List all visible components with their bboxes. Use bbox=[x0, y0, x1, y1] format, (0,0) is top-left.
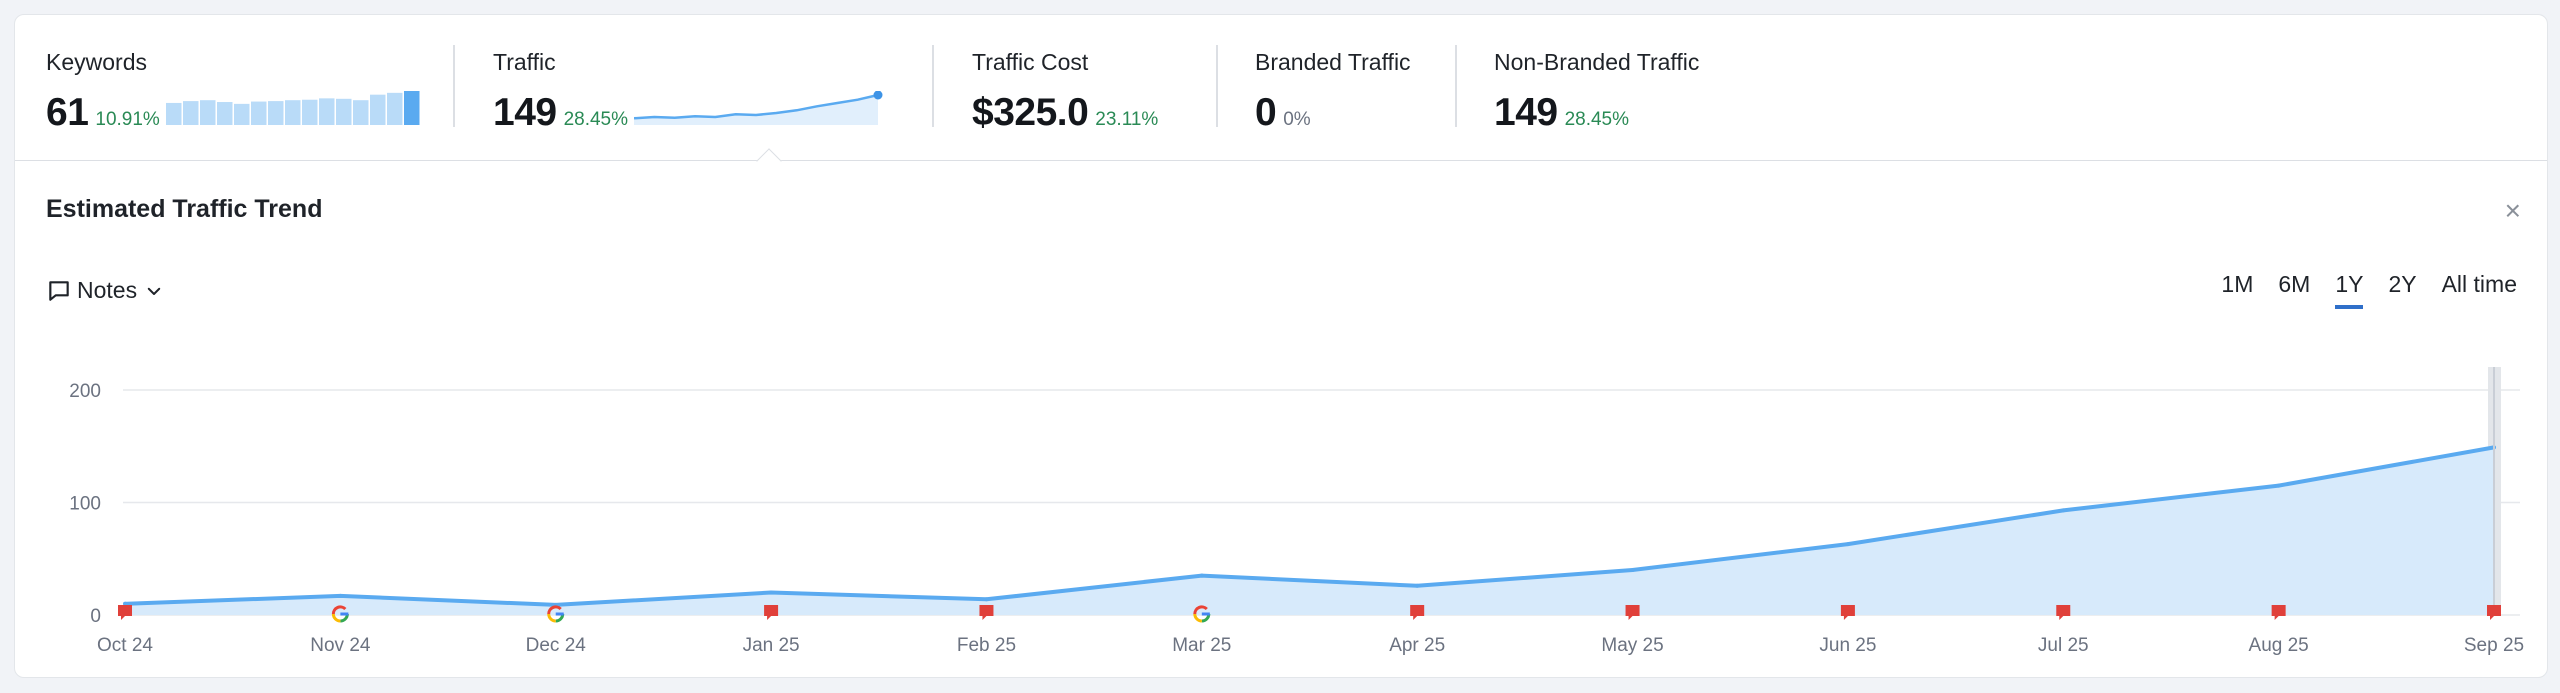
traffic-area bbox=[125, 447, 2494, 615]
x-tick-label: Jan 25 bbox=[743, 635, 800, 656]
keywords-bar bbox=[386, 92, 403, 125]
x-tick-label: Nov 24 bbox=[310, 635, 371, 656]
data-point[interactable] bbox=[769, 590, 774, 595]
x-tick-label: Jun 25 bbox=[1819, 635, 1876, 656]
traffic-spark-area bbox=[634, 95, 879, 125]
metric-change: 0% bbox=[1283, 109, 1311, 130]
time-range-tabs: 1M 6M 1Y 2Y All time bbox=[2196, 271, 2517, 309]
metric-value: $325.0 bbox=[972, 91, 1089, 134]
data-point[interactable] bbox=[1630, 568, 1635, 572]
x-tick-label: Feb 25 bbox=[957, 635, 1016, 656]
metric-branded-traffic[interactable]: Branded Traffic 0 0% bbox=[1255, 49, 1411, 134]
traffic-line-sparkline bbox=[634, 91, 883, 125]
range-2y[interactable]: 2Y bbox=[2388, 271, 2417, 297]
x-tick-label: Aug 25 bbox=[2249, 635, 2309, 656]
metric-value: 149 bbox=[1494, 91, 1558, 134]
x-tick-label: Oct 24 bbox=[97, 635, 153, 656]
keywords-bar bbox=[165, 102, 182, 125]
y-tick-label: 0 bbox=[90, 606, 101, 627]
metric-change: 23.11% bbox=[1095, 109, 1159, 130]
traffic-spark-point bbox=[873, 91, 883, 100]
google-update-icon[interactable] bbox=[1193, 605, 1211, 623]
event-flag-icon[interactable] bbox=[979, 605, 994, 620]
metric-value: 149 bbox=[493, 91, 557, 134]
range-6m[interactable]: 6M bbox=[2278, 271, 2311, 297]
data-point[interactable] bbox=[2061, 508, 2066, 513]
data-point[interactable] bbox=[1845, 542, 1850, 547]
metric-value: 61 bbox=[46, 91, 89, 134]
data-point[interactable] bbox=[2276, 483, 2281, 488]
event-flag-icon[interactable] bbox=[1625, 605, 1640, 620]
range-1y[interactable]: 1Y bbox=[2335, 271, 2364, 309]
x-tick-label: Dec 24 bbox=[526, 635, 587, 656]
metric-label: Traffic Cost bbox=[972, 49, 1089, 75]
metric-change: 28.45% bbox=[563, 109, 629, 130]
metric-traffic[interactable]: Traffic 149 28.45% bbox=[493, 49, 883, 134]
panel-title: Estimated Traffic Trend bbox=[46, 195, 323, 223]
keywords-bar-sparkline bbox=[165, 91, 420, 125]
y-tick-label: 200 bbox=[69, 381, 101, 402]
metric-label: Keywords bbox=[46, 49, 147, 75]
keywords-bar bbox=[352, 100, 369, 125]
keywords-bar bbox=[182, 101, 199, 125]
keywords-bar bbox=[233, 103, 250, 125]
traffic-spark-line bbox=[634, 93, 879, 120]
metric-label: Non-Branded Traffic bbox=[1494, 49, 1700, 75]
x-tick-label: Jul 25 bbox=[2038, 635, 2089, 656]
metric-change: 10.91% bbox=[95, 109, 160, 130]
divider bbox=[932, 45, 934, 127]
comment-icon bbox=[46, 278, 72, 304]
event-flag-icon[interactable] bbox=[2271, 605, 2286, 620]
keywords-bar bbox=[318, 98, 335, 125]
google-update-icon[interactable] bbox=[547, 605, 565, 623]
metric-label: Branded Traffic bbox=[1255, 49, 1411, 75]
chevron-down-icon bbox=[145, 282, 163, 300]
x-tick-label: May 25 bbox=[1601, 635, 1663, 656]
keywords-bar bbox=[301, 99, 318, 125]
keywords-bar bbox=[403, 91, 420, 125]
x-tick-label: Sep 25 bbox=[2464, 635, 2524, 656]
divider bbox=[1216, 45, 1218, 127]
metric-traffic-cost[interactable]: Traffic Cost $325.0 23.11% bbox=[972, 49, 1158, 134]
keywords-bar bbox=[335, 98, 352, 125]
traffic-trend-chart[interactable]: 0 100 200 Oct 24 Nov 24 Dec 24 Jan 25 Feb 25 Mar… bbox=[15, 345, 2549, 665]
x-tick-label: Mar 25 bbox=[1172, 635, 1231, 656]
keywords-bar bbox=[199, 100, 216, 125]
range-1m[interactable]: 1M bbox=[2221, 271, 2254, 297]
keywords-bar bbox=[216, 102, 233, 125]
keywords-bar bbox=[267, 101, 284, 125]
traffic-overview-card: Keywords 61 10.91% Traffic 149 28.45% Tr… bbox=[14, 14, 2548, 678]
divider bbox=[1455, 45, 1457, 127]
metric-non-branded-traffic[interactable]: Non-Branded Traffic 149 28.45% bbox=[1494, 49, 1700, 134]
notes-label: Notes bbox=[77, 277, 138, 303]
divider bbox=[453, 45, 455, 127]
keywords-bar bbox=[369, 94, 386, 125]
metrics-bar: Keywords 61 10.91% Traffic 149 28.45% Tr… bbox=[15, 15, 2547, 161]
event-flag-icon[interactable] bbox=[1410, 605, 1425, 620]
metric-change: 28.45% bbox=[1564, 109, 1630, 130]
metric-label: Traffic bbox=[493, 49, 556, 75]
data-point[interactable] bbox=[338, 593, 343, 598]
event-flag-icon[interactable] bbox=[1840, 605, 1855, 620]
metric-keywords[interactable]: Keywords 61 10.91% bbox=[46, 49, 420, 134]
keywords-bar bbox=[250, 101, 267, 125]
data-point[interactable] bbox=[984, 597, 989, 602]
x-tick-label: Apr 25 bbox=[1389, 635, 1445, 656]
event-flag-icon[interactable] bbox=[118, 605, 132, 620]
google-update-icon[interactable] bbox=[331, 605, 349, 623]
data-point[interactable] bbox=[1199, 573, 1204, 578]
event-flag-icon[interactable] bbox=[2056, 605, 2071, 620]
event-flag-icon[interactable] bbox=[2487, 605, 2501, 620]
y-tick-label: 100 bbox=[69, 494, 101, 515]
data-point[interactable] bbox=[1415, 583, 1420, 588]
traffic-line bbox=[124, 445, 2495, 607]
event-flag-icon[interactable] bbox=[764, 605, 779, 620]
data-point[interactable] bbox=[123, 601, 127, 606]
range-all-time[interactable]: All time bbox=[2441, 271, 2517, 297]
notes-dropdown[interactable]: Notes bbox=[46, 277, 163, 304]
keywords-bar bbox=[284, 100, 301, 125]
close-icon[interactable]: × bbox=[2504, 195, 2521, 226]
metric-value: 0 bbox=[1255, 91, 1277, 134]
